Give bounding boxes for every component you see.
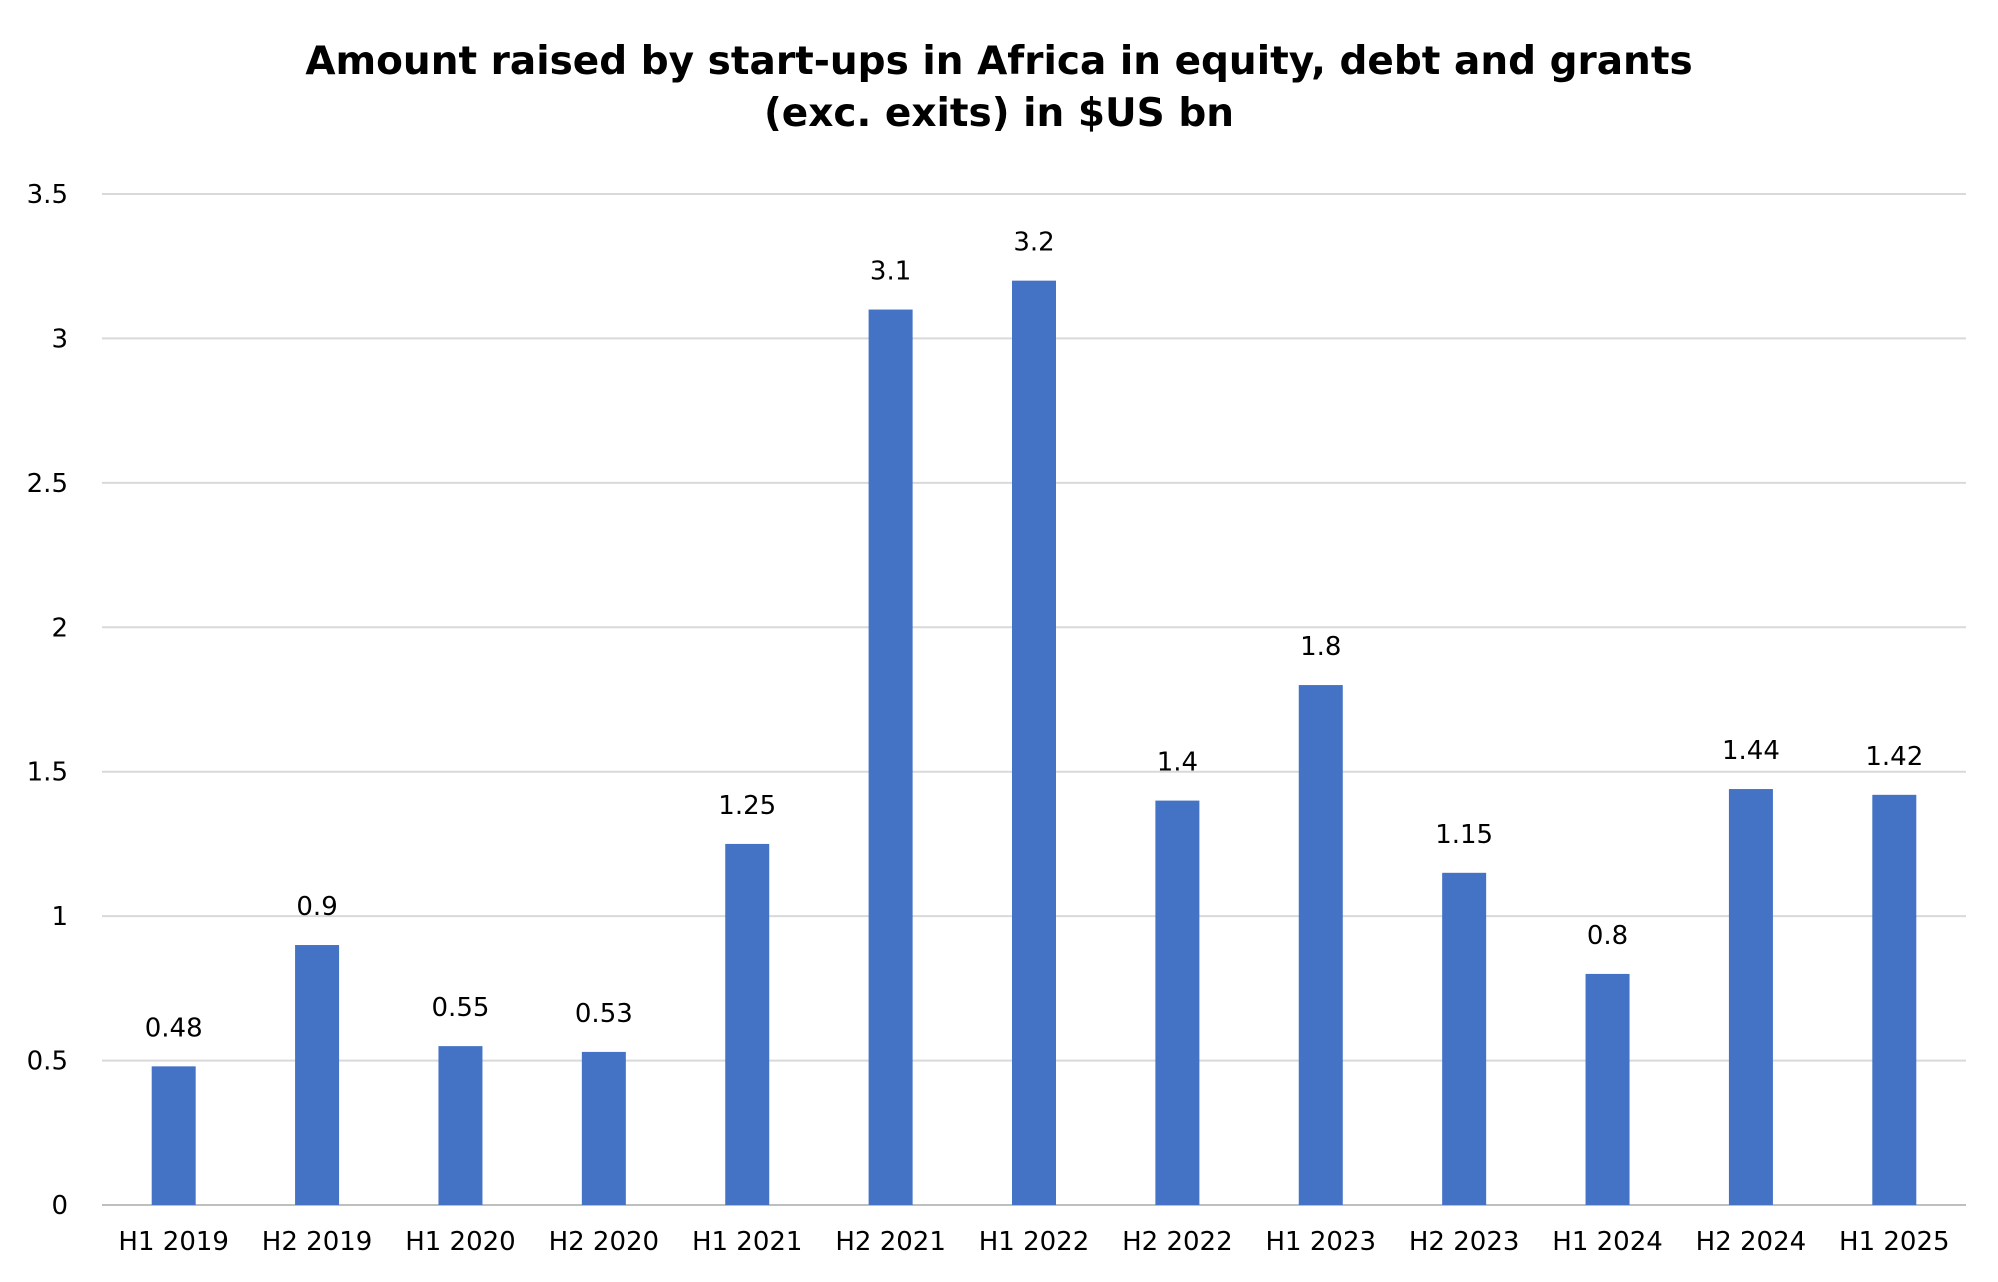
data-label: 3.1: [870, 257, 911, 287]
x-tick-label: H1 2020: [405, 1227, 516, 1257]
x-tick-label: H1 2021: [692, 1227, 803, 1257]
bar: [581, 1051, 626, 1205]
y-tick-label: 1: [51, 902, 68, 932]
chart-title-line-1: Amount raised by start-ups in Africa in …: [305, 39, 1693, 84]
data-label: 0.9: [296, 892, 337, 922]
bar: [725, 843, 770, 1205]
y-tick-label: 2.5: [27, 469, 68, 499]
x-tick-label: H1 2019: [118, 1227, 229, 1257]
data-label: 0.55: [432, 993, 490, 1023]
bar: [1155, 800, 1200, 1205]
data-label: 1.42: [1865, 742, 1923, 772]
data-label: 0.53: [575, 999, 633, 1029]
x-tick-label: H2 2024: [1696, 1227, 1807, 1257]
bar: [1585, 973, 1630, 1205]
y-tick-label: 0: [51, 1191, 68, 1221]
y-tick-label: 3: [51, 324, 68, 354]
bar: [1728, 789, 1773, 1205]
y-tick-label: 2: [51, 613, 68, 643]
bar: [1872, 794, 1917, 1205]
bar: [1298, 685, 1343, 1205]
data-label: 0.48: [145, 1013, 203, 1043]
x-tick-label: H2 2020: [549, 1227, 660, 1257]
x-tick-label: H1 2022: [979, 1227, 1090, 1257]
bar: [295, 945, 340, 1205]
x-tick-label: H1 2025: [1839, 1227, 1950, 1257]
data-label: 3.2: [1013, 228, 1054, 258]
data-label: 1.15: [1435, 820, 1493, 850]
bar: [1442, 872, 1487, 1205]
x-tick-label: H1 2023: [1266, 1227, 1377, 1257]
x-tick-label: H2 2019: [262, 1227, 373, 1257]
y-tick-label: 3.5: [27, 180, 68, 210]
y-tick-label: 0.5: [27, 1047, 68, 1077]
bar: [438, 1046, 483, 1205]
data-label: 1.44: [1722, 736, 1780, 766]
bar: [151, 1066, 196, 1205]
x-tick-label: H1 2024: [1552, 1227, 1663, 1257]
y-tick-label: 1.5: [27, 758, 68, 788]
x-tick-label: H2 2022: [1122, 1227, 1233, 1257]
data-label: 1.8: [1300, 632, 1341, 662]
bar: [868, 309, 913, 1205]
chart-title: Amount raised by start-ups in Africa in …: [0, 36, 1998, 140]
x-tick-label: H2 2021: [835, 1227, 946, 1257]
x-tick-label: H2 2023: [1409, 1227, 1520, 1257]
bar: [1012, 280, 1056, 1206]
data-label: 1.4: [1157, 748, 1198, 778]
chart-title-line-2: (exc. exits) in $US bn: [763, 91, 1235, 136]
data-label: 0.8: [1587, 921, 1628, 951]
data-label: 1.25: [718, 791, 776, 821]
